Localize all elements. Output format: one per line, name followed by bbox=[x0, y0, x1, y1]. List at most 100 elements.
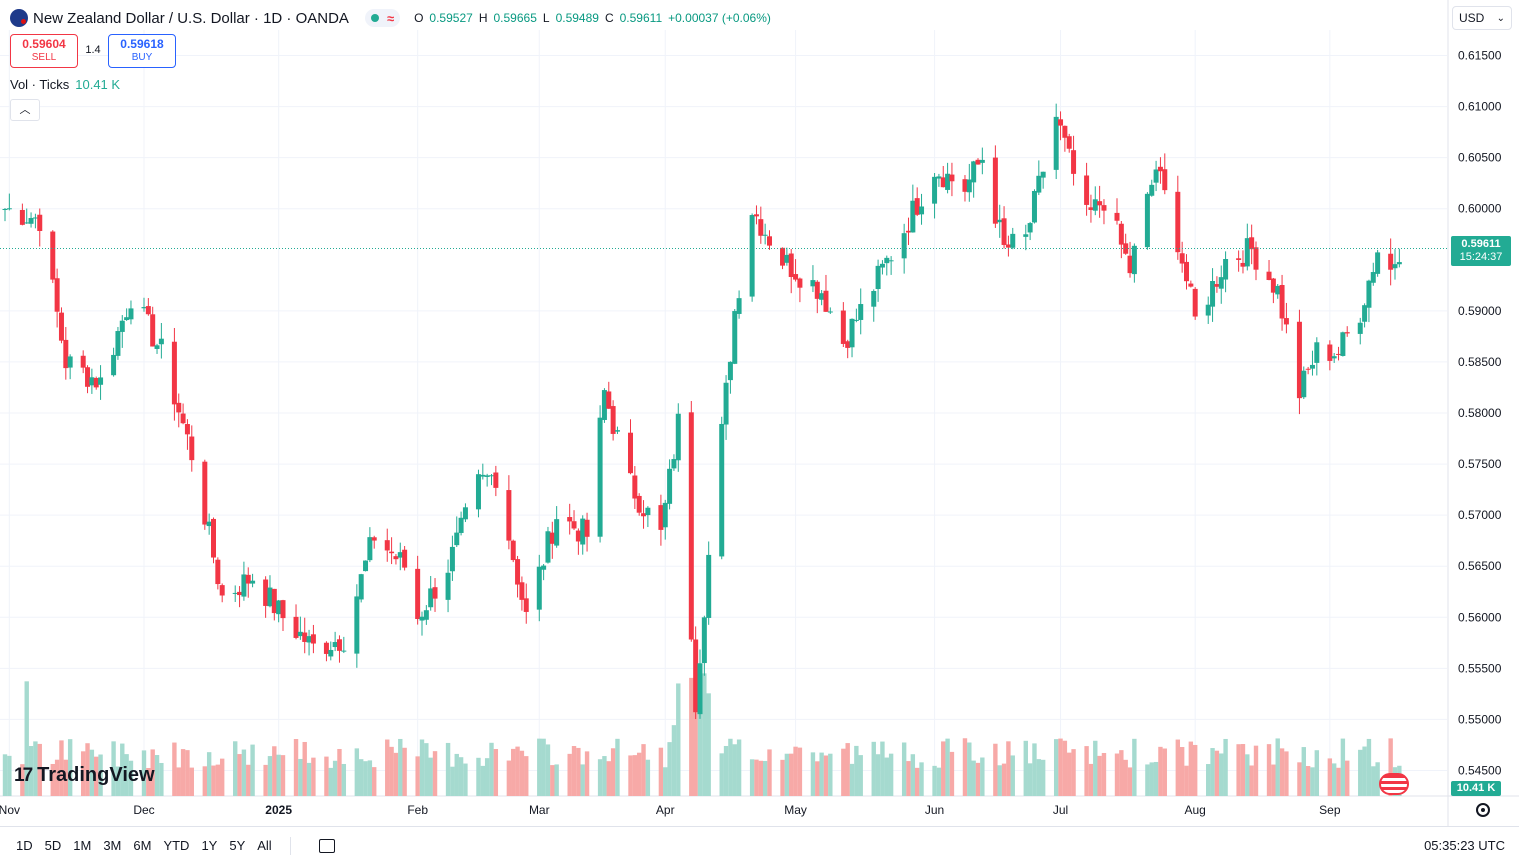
volume-bar bbox=[945, 738, 950, 796]
volume-bar bbox=[172, 742, 177, 796]
volume-bar bbox=[1058, 738, 1063, 796]
volume-bar bbox=[1301, 747, 1306, 796]
candle-body bbox=[19, 209, 25, 225]
volume-bar bbox=[111, 741, 116, 796]
range-6m-button[interactable]: 6M bbox=[133, 838, 152, 853]
volume-bar bbox=[736, 739, 742, 796]
volume-tag: 10.41 K bbox=[1451, 781, 1501, 796]
tradingview-logo[interactable]: 17 TradingView bbox=[14, 764, 155, 787]
close-label: C bbox=[604, 11, 614, 25]
last-price-tag: 0.59611 15:24:37 bbox=[1451, 236, 1511, 266]
volume-bar bbox=[871, 741, 876, 796]
candle-body bbox=[636, 495, 642, 513]
volume-bar bbox=[159, 762, 164, 796]
volume-bar bbox=[584, 751, 590, 796]
volume-bar bbox=[1375, 762, 1380, 796]
range-5d-button[interactable]: 5D bbox=[44, 838, 62, 853]
high-label: H bbox=[478, 11, 488, 25]
candle-body bbox=[675, 413, 681, 461]
volume-bar bbox=[67, 739, 73, 796]
volume-bar bbox=[1206, 764, 1211, 796]
volume-bar bbox=[393, 752, 399, 796]
volume-bar bbox=[241, 749, 247, 796]
time-tick-label: Feb bbox=[407, 803, 428, 817]
last-price-value: 0.59611 bbox=[1461, 238, 1501, 250]
range-ytd-button[interactable]: YTD bbox=[163, 838, 190, 853]
calendar-range-icon[interactable] bbox=[318, 838, 335, 853]
volume-bar bbox=[246, 764, 251, 796]
volume-bar bbox=[1388, 738, 1393, 796]
currency-select[interactable]: USD ⌄ bbox=[1452, 6, 1512, 30]
volume-bar bbox=[180, 749, 186, 796]
volume-bar bbox=[706, 693, 711, 796]
collapse-legend-button[interactable]: ︿ bbox=[10, 99, 40, 121]
volume-bar bbox=[767, 749, 772, 796]
volume-bar bbox=[1062, 740, 1068, 796]
volume-bar bbox=[328, 767, 333, 796]
sell-button[interactable]: 0.59604 SELL bbox=[10, 34, 78, 68]
us-flag-icon[interactable] bbox=[1379, 773, 1409, 795]
candle-body bbox=[1253, 247, 1259, 270]
range-3m-button[interactable]: 3M bbox=[103, 838, 122, 853]
candle-body bbox=[2, 209, 8, 211]
volume-bar bbox=[758, 760, 764, 796]
candle-body bbox=[667, 468, 673, 504]
candle-body bbox=[423, 610, 429, 620]
volume-bar bbox=[398, 738, 403, 796]
volume-bar bbox=[1188, 741, 1194, 796]
range-1m-button[interactable]: 1M bbox=[73, 838, 92, 853]
low-label: L bbox=[542, 11, 550, 25]
volume-bar bbox=[576, 747, 581, 796]
volume-bar bbox=[272, 746, 277, 796]
gear-icon[interactable] bbox=[1476, 803, 1490, 817]
volume-legend[interactable]: Vol · Ticks 10.41 K bbox=[10, 77, 120, 92]
volume-bar bbox=[1093, 740, 1098, 796]
volume-bar bbox=[98, 754, 103, 796]
symbol-title[interactable]: New Zealand Dollar / U.S. Dollar · 1D · … bbox=[33, 9, 349, 27]
volume-bar bbox=[146, 767, 151, 796]
range-1y-button[interactable]: 1Y bbox=[201, 838, 218, 853]
volume-bar bbox=[141, 750, 147, 796]
candle-body bbox=[853, 319, 859, 321]
volume-bar bbox=[1123, 759, 1128, 796]
volume-bar bbox=[1145, 764, 1150, 796]
range-1d-button[interactable]: 1D bbox=[16, 838, 33, 853]
candle-body bbox=[28, 218, 34, 224]
candle-body bbox=[515, 559, 521, 585]
volume-bar bbox=[372, 767, 377, 796]
candle-body bbox=[523, 598, 529, 612]
utc-clock[interactable]: 05:35:23 UTC bbox=[1424, 838, 1505, 853]
spread-value: 1.4 bbox=[85, 44, 101, 56]
candle-body bbox=[992, 157, 998, 224]
market-status-pill[interactable]: ≈ bbox=[364, 9, 401, 27]
volume-bar bbox=[732, 744, 737, 796]
candle-body bbox=[402, 549, 408, 568]
candle-body bbox=[454, 532, 460, 546]
sell-price: 0.59604 bbox=[22, 37, 66, 51]
volume-bar bbox=[219, 758, 225, 796]
candle-body bbox=[158, 338, 164, 345]
candle-body bbox=[1236, 258, 1242, 260]
candle-body bbox=[919, 206, 925, 215]
volume-bar bbox=[702, 673, 707, 796]
range-all-button[interactable]: All bbox=[257, 838, 272, 853]
candle-body bbox=[98, 377, 104, 385]
candle-body bbox=[171, 341, 177, 405]
price-tick-label: 0.58000 bbox=[1458, 406, 1502, 420]
candle-body bbox=[519, 582, 525, 600]
volume-bar bbox=[1340, 738, 1346, 796]
volume-bar bbox=[728, 738, 733, 796]
candle-body bbox=[1210, 281, 1216, 307]
volume-bar bbox=[2, 754, 8, 796]
candle-body bbox=[723, 382, 729, 425]
volume-bar bbox=[306, 762, 312, 796]
candle-body bbox=[1058, 119, 1064, 126]
candle-body bbox=[871, 290, 877, 307]
volume-bar bbox=[554, 764, 559, 796]
candle-body bbox=[354, 596, 360, 654]
buy-button[interactable]: 0.59618 BUY bbox=[108, 34, 176, 68]
candle-body bbox=[706, 554, 712, 618]
range-5y-button[interactable]: 5Y bbox=[229, 838, 246, 853]
candle-body bbox=[475, 474, 481, 510]
